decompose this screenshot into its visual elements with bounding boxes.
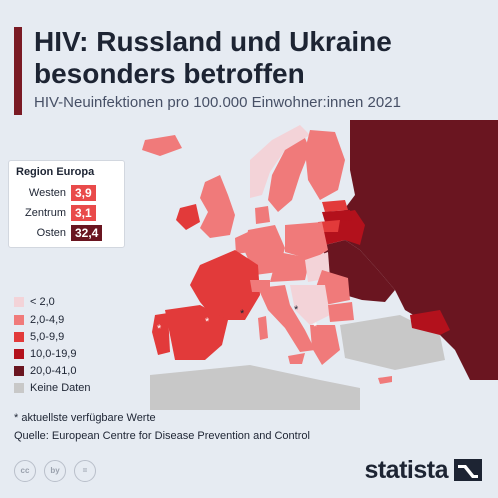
map-country-russia bbox=[340, 120, 498, 380]
map-country-ireland bbox=[176, 204, 200, 230]
statista-logo[interactable]: statista bbox=[342, 455, 482, 484]
region-value: 32,4 bbox=[70, 224, 104, 242]
map-country-czech-austria bbox=[270, 252, 310, 282]
by-icon[interactable]: by bbox=[44, 460, 66, 482]
cc-icon[interactable]: cc bbox=[14, 460, 36, 482]
map-country-denmark bbox=[255, 206, 270, 224]
map-country-italy bbox=[258, 285, 315, 352]
legend-label: Keine Daten bbox=[30, 382, 91, 394]
nd-icon[interactable]: = bbox=[74, 460, 96, 482]
legend-label: 10,0-19,9 bbox=[30, 348, 77, 360]
map-country-iceland bbox=[142, 135, 182, 156]
legend-swatch bbox=[14, 297, 24, 307]
map-country-uk bbox=[200, 175, 235, 238]
map-marker-asterisk: * bbox=[205, 316, 210, 328]
region-label: Westen bbox=[28, 187, 66, 199]
map-country-balkans bbox=[290, 285, 330, 325]
map-country-norway bbox=[250, 125, 310, 198]
map-country-germany bbox=[245, 225, 285, 275]
legend-label: 20,0-41,0 bbox=[30, 365, 77, 377]
legend-swatch bbox=[14, 349, 24, 359]
map-marker-asterisk: * bbox=[294, 304, 299, 316]
region-row-east: Osten 32,4 bbox=[0, 224, 118, 242]
region-row-west: Westen 3,9 bbox=[0, 184, 118, 202]
map-country-finland bbox=[305, 130, 345, 200]
map-country-corsica-sardinia bbox=[258, 316, 268, 340]
map-country-greece bbox=[310, 325, 340, 365]
legend-swatch bbox=[14, 315, 24, 325]
legend-swatch bbox=[14, 332, 24, 342]
map-country-france bbox=[190, 250, 260, 320]
region-row-center: Zentrum 3,1 bbox=[0, 204, 118, 222]
map-country-portugal bbox=[152, 313, 170, 355]
region-value: 3,1 bbox=[70, 204, 97, 222]
region-label: Zentrum bbox=[25, 207, 66, 219]
map-region-north-africa bbox=[150, 365, 360, 410]
legend-label: 5,0-9,9 bbox=[30, 331, 65, 343]
map-country-estonia bbox=[322, 200, 348, 212]
map-country-poland bbox=[285, 222, 328, 260]
legend-label: 2,0-4,9 bbox=[30, 314, 65, 326]
region-summary-box bbox=[8, 160, 125, 248]
map-country-sweden bbox=[268, 138, 310, 212]
region-summary-title: Region Europa bbox=[16, 166, 95, 178]
license-icons: cc by = bbox=[14, 460, 104, 482]
statista-mark-icon bbox=[454, 459, 482, 481]
europe-map: * * * * * bbox=[142, 120, 498, 410]
page-subtitle: HIV-Neuinfektionen pro 100.000 Einwohner… bbox=[34, 94, 401, 111]
map-country-cyprus bbox=[378, 376, 392, 384]
map-country-latvia bbox=[322, 210, 352, 222]
legend-label: < 2,0 bbox=[30, 296, 55, 308]
map-country-bulgaria bbox=[328, 302, 354, 322]
brand-name: statista bbox=[364, 456, 448, 484]
title-accent-bar bbox=[14, 27, 22, 115]
footnote: * aktuellste verfügbare Werte bbox=[14, 412, 156, 424]
source-note: Quelle: European Centre for Disease Prev… bbox=[14, 430, 310, 442]
legend-swatch bbox=[14, 366, 24, 376]
map-country-benelux bbox=[235, 232, 250, 254]
map-marker-asterisk: * bbox=[313, 321, 318, 333]
map-marker-asterisk: * bbox=[240, 308, 245, 320]
map-country-georgia-armenia bbox=[410, 310, 450, 335]
map-country-spain bbox=[165, 305, 228, 360]
page-title: HIV: Russland und Ukraine besonders betr… bbox=[34, 26, 392, 89]
map-country-sicily bbox=[288, 353, 305, 364]
region-value: 3,9 bbox=[70, 184, 97, 202]
map-marker-asterisk: * bbox=[157, 323, 162, 335]
legend-swatch bbox=[14, 383, 24, 393]
region-label: Osten bbox=[36, 227, 66, 239]
